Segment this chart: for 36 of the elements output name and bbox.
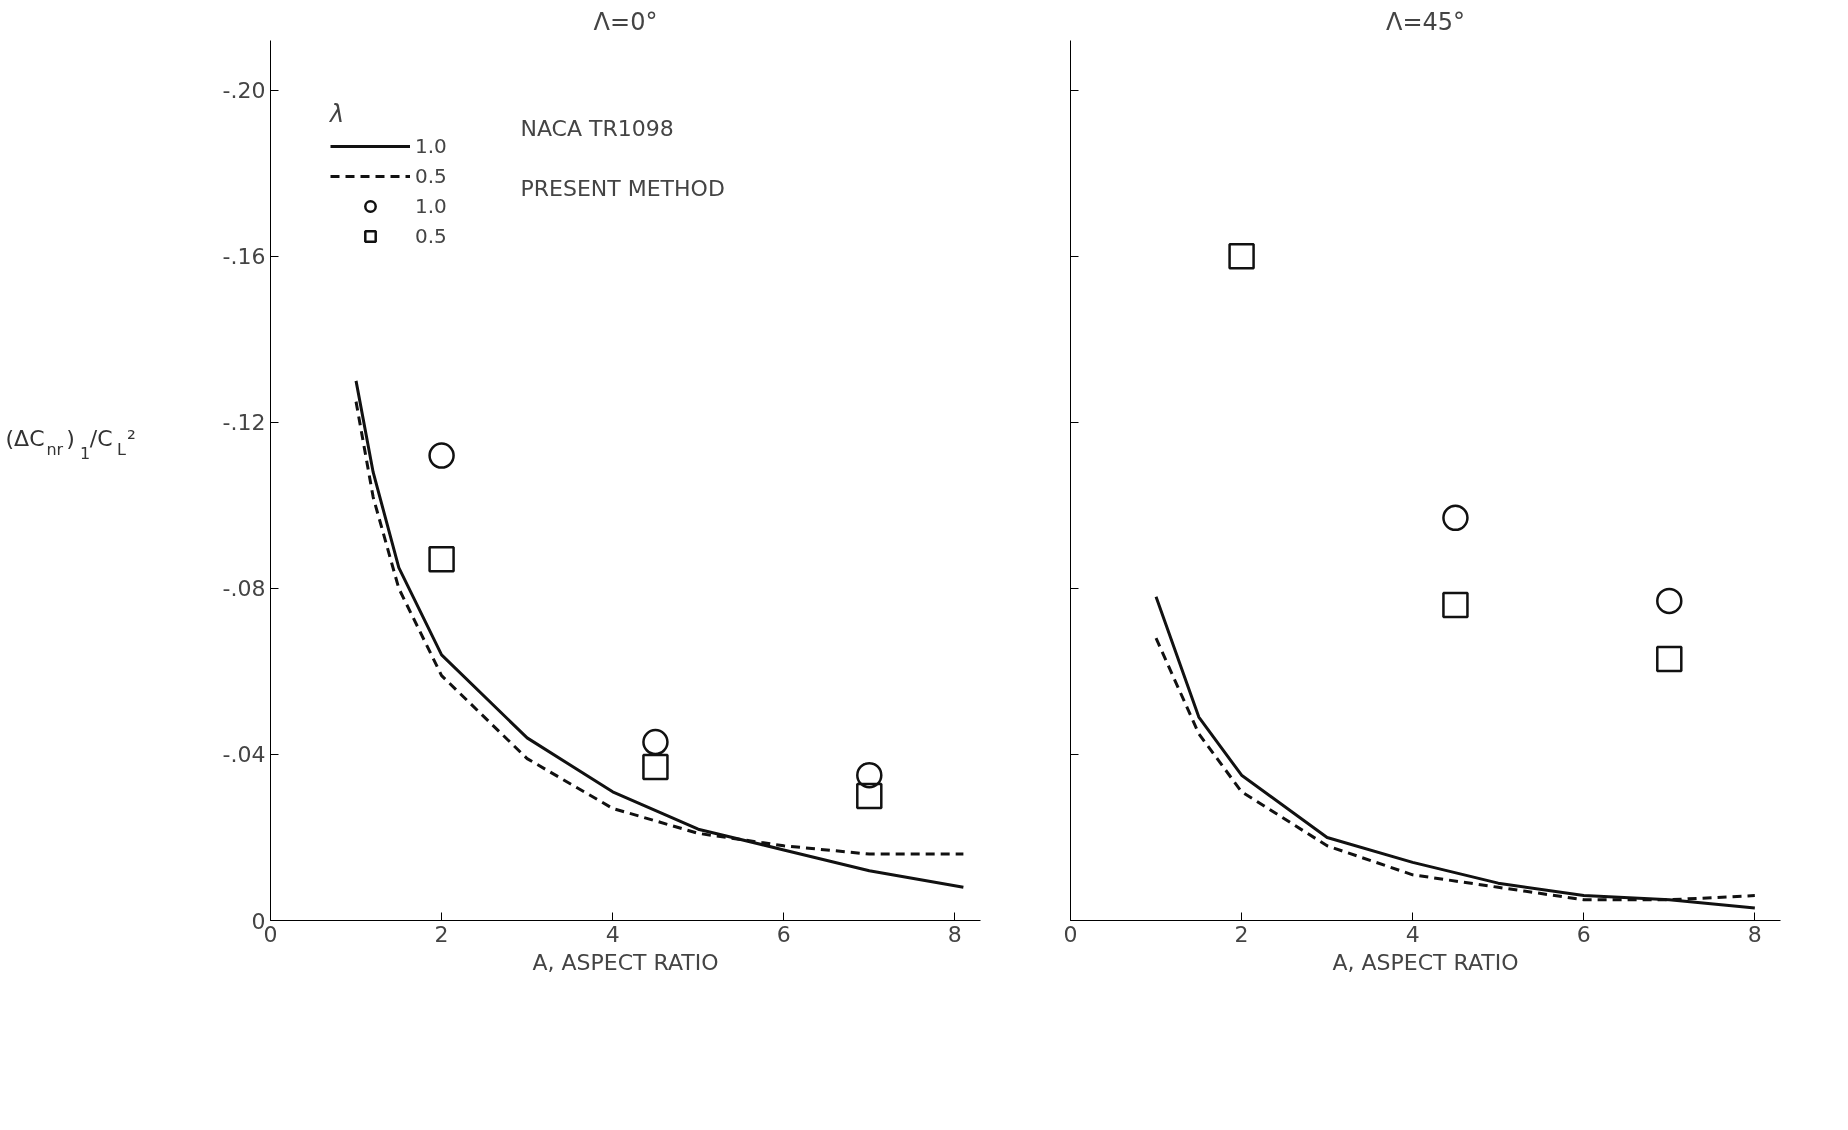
legend-label: 0.5 <box>415 163 447 189</box>
x-tick-label: 2 <box>434 921 449 947</box>
x-axis-title: A, ASPECT RATIO <box>532 949 719 975</box>
legend-label: 0.5 <box>415 223 447 249</box>
x-tick-label: 6 <box>1576 921 1591 947</box>
point <box>856 782 883 810</box>
point <box>1442 504 1469 532</box>
point <box>1656 587 1683 615</box>
y-tick-label: -.08 <box>222 576 266 602</box>
legend-label: 1.0 <box>415 193 447 219</box>
x-tick-label: 6 <box>776 921 791 947</box>
point <box>428 546 455 573</box>
y-tick-label: -.04 <box>222 742 266 768</box>
x-tick-label: 4 <box>605 921 620 947</box>
point <box>1442 591 1469 619</box>
y-tick-label: -.16 <box>222 244 266 270</box>
legend-title: λ <box>330 100 346 128</box>
x-tick-label: 0 <box>1063 921 1078 947</box>
point <box>428 442 455 469</box>
chart-title: Λ=45° <box>1385 7 1466 36</box>
x-tick-label: 8 <box>947 921 962 947</box>
annotation: NACA TR1098 <box>520 115 674 141</box>
point <box>1656 645 1683 673</box>
chart-title: Λ=0° <box>593 7 658 36</box>
point <box>856 761 883 789</box>
y-tick-label: -.20 <box>222 78 266 104</box>
x-tick-label: 4 <box>1405 921 1420 947</box>
x-axis-title: A, ASPECT RATIO <box>1332 949 1519 975</box>
x-tick-label: 2 <box>1234 921 1249 947</box>
point <box>642 728 669 756</box>
legend-label: 1.0 <box>415 133 447 159</box>
point <box>1228 243 1255 270</box>
point <box>642 753 669 781</box>
y-tick-label: -.12 <box>222 410 266 436</box>
annotation: PRESENT METHOD <box>520 175 725 201</box>
x-tick-label: 8 <box>1747 921 1762 947</box>
